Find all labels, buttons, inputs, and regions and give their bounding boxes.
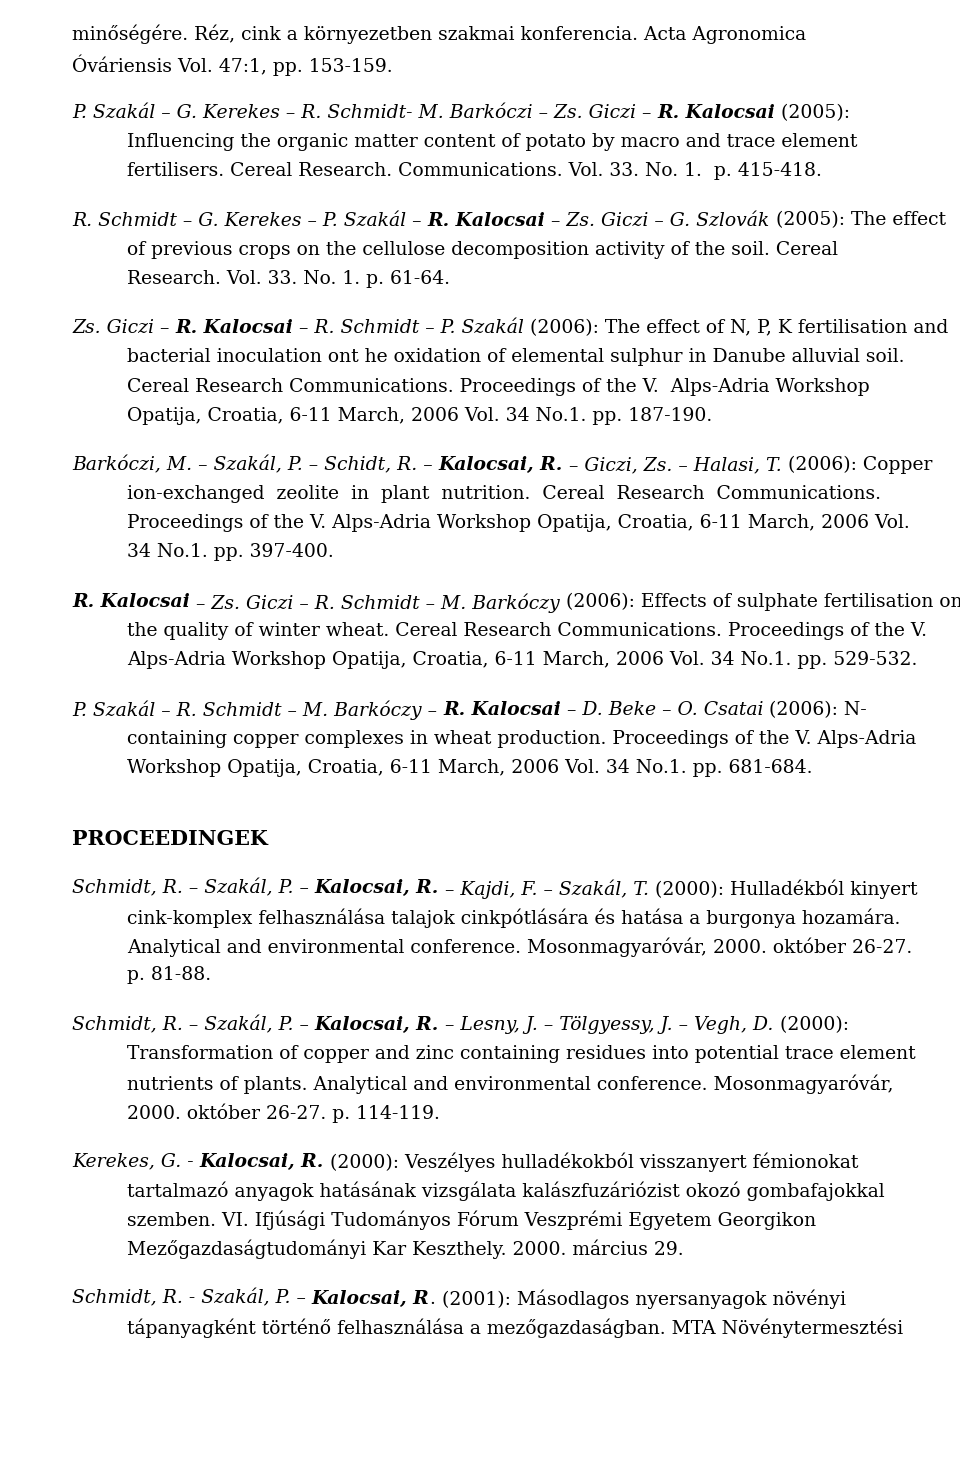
Text: (2006): Copper: (2006): Copper xyxy=(781,456,932,474)
Text: – Zs. Giczi – R. Schmidt – M. Barkóczy: – Zs. Giczi – R. Schmidt – M. Barkóczy xyxy=(190,593,560,613)
Text: bacterial inoculation ont he oxidation of elemental sulphur in Danube alluvial s: bacterial inoculation ont he oxidation o… xyxy=(127,349,904,366)
Text: – Kajdi, F. – Szakál, T.: – Kajdi, F. – Szakál, T. xyxy=(439,879,649,898)
Text: Cereal Research Communications. Proceedings of the V.  Alps-Adria Workshop: Cereal Research Communications. Proceedi… xyxy=(127,378,870,396)
Text: ion-exchanged  zeolite  in  plant  nutrition.  Cereal  Research  Communications.: ion-exchanged zeolite in plant nutrition… xyxy=(127,485,881,504)
Text: – R. Schmidt – P. Szakál: – R. Schmidt – P. Szakál xyxy=(293,320,524,337)
Text: fertilisers. Cereal Research. Communications. Vol. 33. No. 1.  p. 415-418.: fertilisers. Cereal Research. Communicat… xyxy=(127,162,822,180)
Text: Influencing the organic matter content of potato by macro and trace element: Influencing the organic matter content o… xyxy=(127,133,857,150)
Text: Kalocsai, R: Kalocsai, R xyxy=(312,1289,430,1308)
Text: tápanyagként történő felhasználása a mezőgazdaságban. MTA Növénytermesztési: tápanyagként történő felhasználása a mez… xyxy=(127,1318,903,1339)
Text: Schmidt, R. – Szakál, P. –: Schmidt, R. – Szakál, P. – xyxy=(72,879,315,898)
Text: Kalocsai, R.: Kalocsai, R. xyxy=(439,456,563,474)
Text: Barkóczi, M. – Szakál, P. – Schidt, R. –: Barkóczi, M. – Szakál, P. – Schidt, R. – xyxy=(72,456,439,474)
Text: minőségére. Réz, cink a környezetben szakmai konferencia. Acta Agronomica: minőségére. Réz, cink a környezetben sza… xyxy=(72,25,806,44)
Text: the quality of winter wheat. Cereal Research Communications. Proceedings of the : the quality of winter wheat. Cereal Rese… xyxy=(127,622,927,639)
Text: Kerekes, G. -: Kerekes, G. - xyxy=(72,1153,200,1171)
Text: Schmidt, R. - Szakál, P. –: Schmidt, R. - Szakál, P. – xyxy=(72,1289,312,1308)
Text: szemben. VI. Ifjúsági Tudományos Fórum Veszprémi Egyetem Georgikon: szemben. VI. Ifjúsági Tudományos Fórum V… xyxy=(127,1210,816,1231)
Text: R. Kalocsai: R. Kalocsai xyxy=(176,320,293,337)
Text: – Giczi, Zs. – Halasi, T.: – Giczi, Zs. – Halasi, T. xyxy=(563,456,781,474)
Text: Transformation of copper and zinc containing residues into potential trace eleme: Transformation of copper and zinc contai… xyxy=(127,1045,916,1063)
Text: R. Kalocsai: R. Kalocsai xyxy=(72,593,190,612)
Text: Analytical and environmental conference. Mosonmagyaróvár, 2000. október 26-27.: Analytical and environmental conference.… xyxy=(127,937,912,956)
Text: of previous crops on the cellulose decomposition activity of the soil. Cereal: of previous crops on the cellulose decom… xyxy=(127,241,838,258)
Text: (2000):: (2000): xyxy=(774,1016,849,1034)
Text: Óváriensis Vol. 47:1, pp. 153-159.: Óváriensis Vol. 47:1, pp. 153-159. xyxy=(72,54,393,76)
Text: Kalocsai, R.: Kalocsai, R. xyxy=(200,1153,324,1171)
Text: – Lesny, J. – Tölgyessy, J. – Vegh, D.: – Lesny, J. – Tölgyessy, J. – Vegh, D. xyxy=(439,1016,774,1034)
Text: (2006): Effects of sulphate fertilisation on: (2006): Effects of sulphate fertilisatio… xyxy=(560,593,960,612)
Text: cink-komplex felhasználása talajok cinkpótlására és hatása a burgonya hozamára.: cink-komplex felhasználása talajok cinkp… xyxy=(127,908,900,927)
Text: – Zs. Giczi – G. Szlovák: – Zs. Giczi – G. Szlovák xyxy=(545,212,770,229)
Text: tartalmazó anyagok hatásának vizsgálata kalászfuzáriózist okozó gombafajokkal: tartalmazó anyagok hatásának vizsgálata … xyxy=(127,1183,884,1202)
Text: Workshop Opatija, Croatia, 6-11 March, 2006 Vol. 34 No.1. pp. 681-684.: Workshop Opatija, Croatia, 6-11 March, 2… xyxy=(127,759,812,777)
Text: Schmidt, R. – Szakál, P. –: Schmidt, R. – Szakál, P. – xyxy=(72,1016,315,1034)
Text: Research. Vol. 33. No. 1. p. 61-64.: Research. Vol. 33. No. 1. p. 61-64. xyxy=(127,270,450,288)
Text: Kalocsai, R.: Kalocsai, R. xyxy=(315,879,439,896)
Text: PROCEEDINGEK: PROCEEDINGEK xyxy=(72,829,268,850)
Text: – D. Beke – O. Csatai: – D. Beke – O. Csatai xyxy=(561,701,763,718)
Text: Zs. Giczi –: Zs. Giczi – xyxy=(72,320,176,337)
Text: Proceedings of the V. Alps-Adria Workshop Opatija, Croatia, 6-11 March, 2006 Vol: Proceedings of the V. Alps-Adria Worksho… xyxy=(127,514,910,533)
Text: (2006): The effect of N, P, K fertilisation and: (2006): The effect of N, P, K fertilisat… xyxy=(524,320,948,337)
Text: R. Kalocsai: R. Kalocsai xyxy=(427,212,545,229)
Text: R. Kalocsai: R. Kalocsai xyxy=(658,104,775,121)
Text: .: . xyxy=(430,1289,436,1308)
Text: Opatija, Croatia, 6-11 March, 2006 Vol. 34 No.1. pp. 187-190.: Opatija, Croatia, 6-11 March, 2006 Vol. … xyxy=(127,406,712,425)
Text: (2005):: (2005): xyxy=(775,104,851,121)
Text: (2000): Hulladékból kinyert: (2000): Hulladékból kinyert xyxy=(649,879,918,898)
Text: Kalocsai, R.: Kalocsai, R. xyxy=(315,1016,439,1034)
Text: R. Schmidt – G. Kerekes – P. Szakál –: R. Schmidt – G. Kerekes – P. Szakál – xyxy=(72,212,427,229)
Text: P. Szakál – R. Schmidt – M. Barkóczy –: P. Szakál – R. Schmidt – M. Barkóczy – xyxy=(72,701,443,720)
Text: Mezőgazdaságtudományi Kar Keszthely. 2000. március 29.: Mezőgazdaságtudományi Kar Keszthely. 200… xyxy=(127,1240,684,1260)
Text: (2000): Veszélyes hulladékokból visszanyert fémionokat: (2000): Veszélyes hulladékokból visszany… xyxy=(324,1153,858,1172)
Text: (2006): N-: (2006): N- xyxy=(763,701,867,718)
Text: containing copper complexes in wheat production. Proceedings of the V. Alps-Adri: containing copper complexes in wheat pro… xyxy=(127,730,916,748)
Text: P. Szakál – G. Kerekes – R. Schmidt- M. Barkóczi – Zs. Giczi –: P. Szakál – G. Kerekes – R. Schmidt- M. … xyxy=(72,104,658,121)
Text: p. 81-88.: p. 81-88. xyxy=(127,967,211,984)
Text: (2005): The effect: (2005): The effect xyxy=(770,212,946,229)
Text: 34 No.1. pp. 397-400.: 34 No.1. pp. 397-400. xyxy=(127,543,334,562)
Text: 2000. október 26-27. p. 114-119.: 2000. október 26-27. p. 114-119. xyxy=(127,1104,440,1123)
Text: Alps-Adria Workshop Opatija, Croatia, 6-11 March, 2006 Vol. 34 No.1. pp. 529-532: Alps-Adria Workshop Opatija, Croatia, 6-… xyxy=(127,651,918,669)
Text: (2001): Másodlagos nyersanyagok növényi: (2001): Másodlagos nyersanyagok növényi xyxy=(436,1289,846,1310)
Text: nutrients of plants. Analytical and environmental conference. Mosonmagyaróvár,: nutrients of plants. Analytical and envi… xyxy=(127,1075,894,1094)
Text: R. Kalocsai: R. Kalocsai xyxy=(443,701,561,718)
